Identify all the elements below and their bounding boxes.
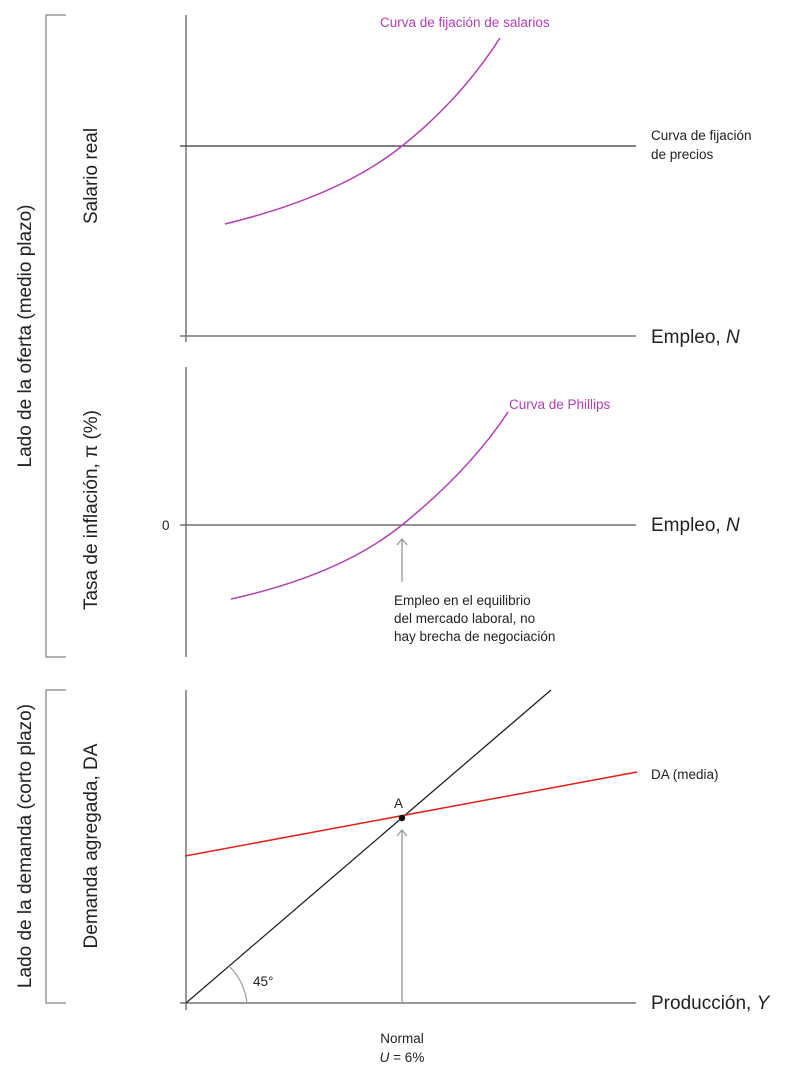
wage-price-panel: Curva de fijación de salarios Curva de f… — [81, 15, 752, 348]
wage-setting-label: Curva de fijación de salarios — [380, 15, 550, 30]
normal-tick-label: Normal — [380, 1031, 424, 1046]
point-a — [398, 814, 406, 822]
da-label: DA (media) — [651, 767, 719, 782]
supply-side-bracket — [45, 14, 66, 658]
x-axis-label: Empleo, N — [651, 327, 740, 348]
arrow-head-icon — [396, 828, 408, 837]
phillips-panel: 0 Curva de Phillips Empleo en el equilib… — [81, 367, 740, 657]
arrow-head-icon — [396, 537, 408, 546]
x-axis-label: Empleo, N — [651, 515, 740, 536]
y-axis-label: Demanda agregada, DA — [81, 743, 102, 948]
unemployment-tick-label: U = 6% — [380, 1050, 425, 1065]
demand-panel: 45° DA (media) A Producción, Y Normal U … — [81, 689, 771, 1065]
da-line — [184, 771, 638, 857]
supply-side-label: Lado de la oferta (medio plazo) — [15, 205, 36, 468]
note-line-1: Empleo en el equilibrio — [394, 593, 531, 608]
angle-arc — [228, 965, 248, 1004]
y-axis-label: Tasa de inflación, π (%) — [81, 410, 102, 610]
note-line-2: del mercado laboral, no — [394, 611, 535, 626]
note-line-3: hay brecha de negociación — [394, 629, 555, 644]
angle-label: 45° — [253, 974, 273, 989]
phillips-curve — [230, 411, 509, 600]
zero-tick-label: 0 — [162, 518, 170, 533]
point-a-label: A — [394, 796, 403, 811]
wage-setting-curve — [224, 37, 501, 225]
demand-side-label: Lado de la demanda (corto plazo) — [15, 704, 36, 988]
45-degree-line — [185, 689, 552, 1004]
price-setting-label-1: Curva de fijación — [651, 128, 752, 143]
phillips-label: Curva de Phillips — [509, 397, 611, 412]
demand-side-bracket — [45, 689, 66, 1004]
y-axis-label: Salario real — [81, 128, 102, 224]
price-setting-label-2: de precios — [651, 147, 714, 162]
x-axis-label: Producción, Y — [651, 993, 771, 1014]
